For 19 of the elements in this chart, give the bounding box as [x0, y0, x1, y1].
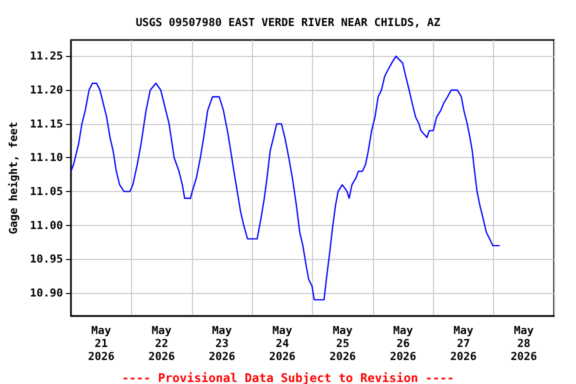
y-tick-label: 10.95 [30, 252, 64, 266]
x-tick-label: May 28 2026 [510, 324, 538, 363]
x-tick-label: May 23 2026 [208, 324, 236, 363]
x-tick-label: May 21 2026 [88, 324, 115, 363]
y-axis-title: Gage height, feet [7, 122, 20, 234]
y-tick-label: 10.90 [30, 286, 64, 300]
x-tick-label: May 27 2026 [450, 324, 478, 363]
chart-title: USGS 09507980 EAST VERDE RIVER NEAR CHILDS, AZ [136, 16, 441, 29]
y-tick-label: 11.10 [30, 151, 64, 164]
y-tick-label: 11.05 [30, 185, 64, 198]
x-tick-label: May 25 2026 [329, 324, 356, 363]
y-tick-label: 11.20 [30, 84, 64, 97]
x-tick-label: May 26 2026 [390, 324, 417, 363]
y-tick-label: 11.25 [30, 50, 64, 63]
y-tick-label: 11.15 [30, 117, 64, 130]
x-tick-label: May 24 2026 [269, 324, 296, 363]
y-tick-label: 11.00 [30, 218, 64, 232]
line-series [70, 56, 500, 300]
x-tick-label: May 22 2026 [148, 324, 176, 363]
